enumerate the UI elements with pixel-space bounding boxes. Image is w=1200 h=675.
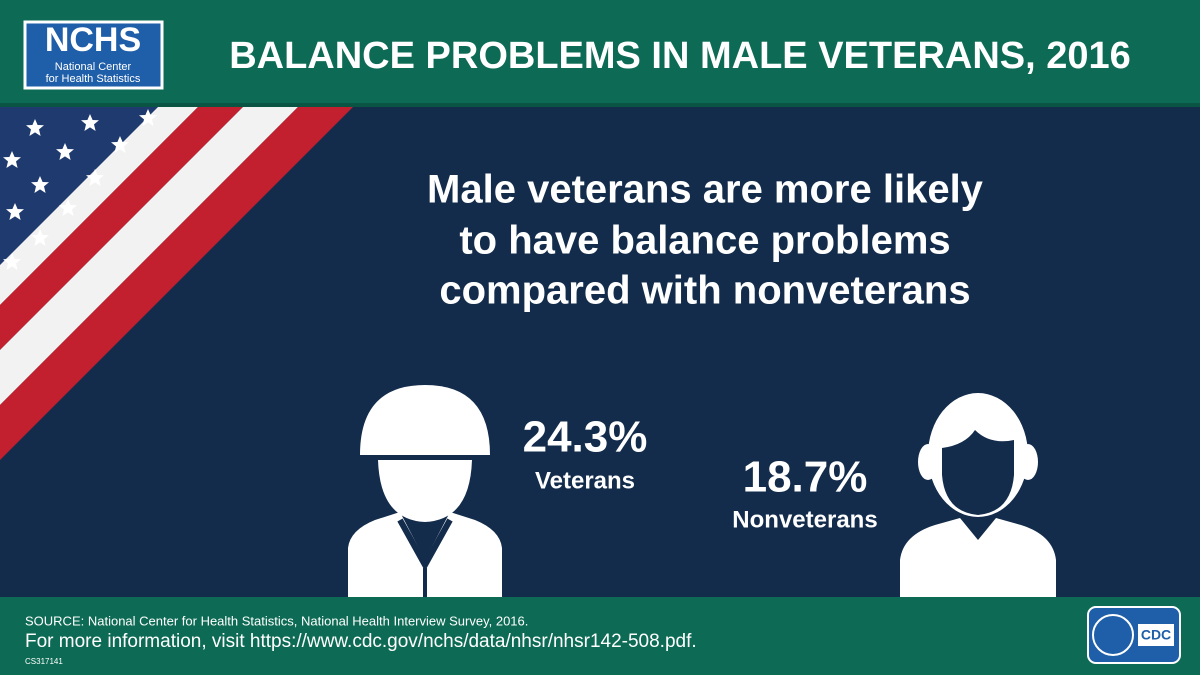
headline: compared with nonveterans xyxy=(439,269,970,313)
headline: to have balance problems xyxy=(459,219,950,263)
flag xyxy=(0,105,355,460)
stat-label: Veterans xyxy=(535,467,635,494)
logo-title: NCHS xyxy=(45,21,141,59)
code: CS317141 xyxy=(25,657,63,666)
footer-bar xyxy=(0,597,1200,675)
hhs-seal xyxy=(1092,614,1134,656)
cdc-box xyxy=(1138,624,1174,646)
headline: Male veterans are more likely xyxy=(427,168,984,212)
cdc-text: CDC xyxy=(1141,627,1171,643)
header-bar xyxy=(0,0,1200,105)
logo-subtitle: National Center xyxy=(55,61,132,73)
logo-subtitle: for Health Statistics xyxy=(46,73,141,85)
stat-value: 18.7% xyxy=(743,453,868,502)
title: BALANCE PROBLEMS IN MALE VETERANS, 2016 xyxy=(229,35,1131,77)
more-info: For more information, visit https://www.… xyxy=(25,631,697,652)
header-edge xyxy=(0,103,1200,107)
soldier-icon xyxy=(348,385,502,597)
stat-value: 24.3% xyxy=(523,413,648,462)
source: SOURCE: National Center for Health Stati… xyxy=(25,613,528,628)
civilian-icon xyxy=(900,393,1056,597)
nchs-logo xyxy=(23,20,164,90)
stat-label: Nonveterans xyxy=(732,506,877,533)
